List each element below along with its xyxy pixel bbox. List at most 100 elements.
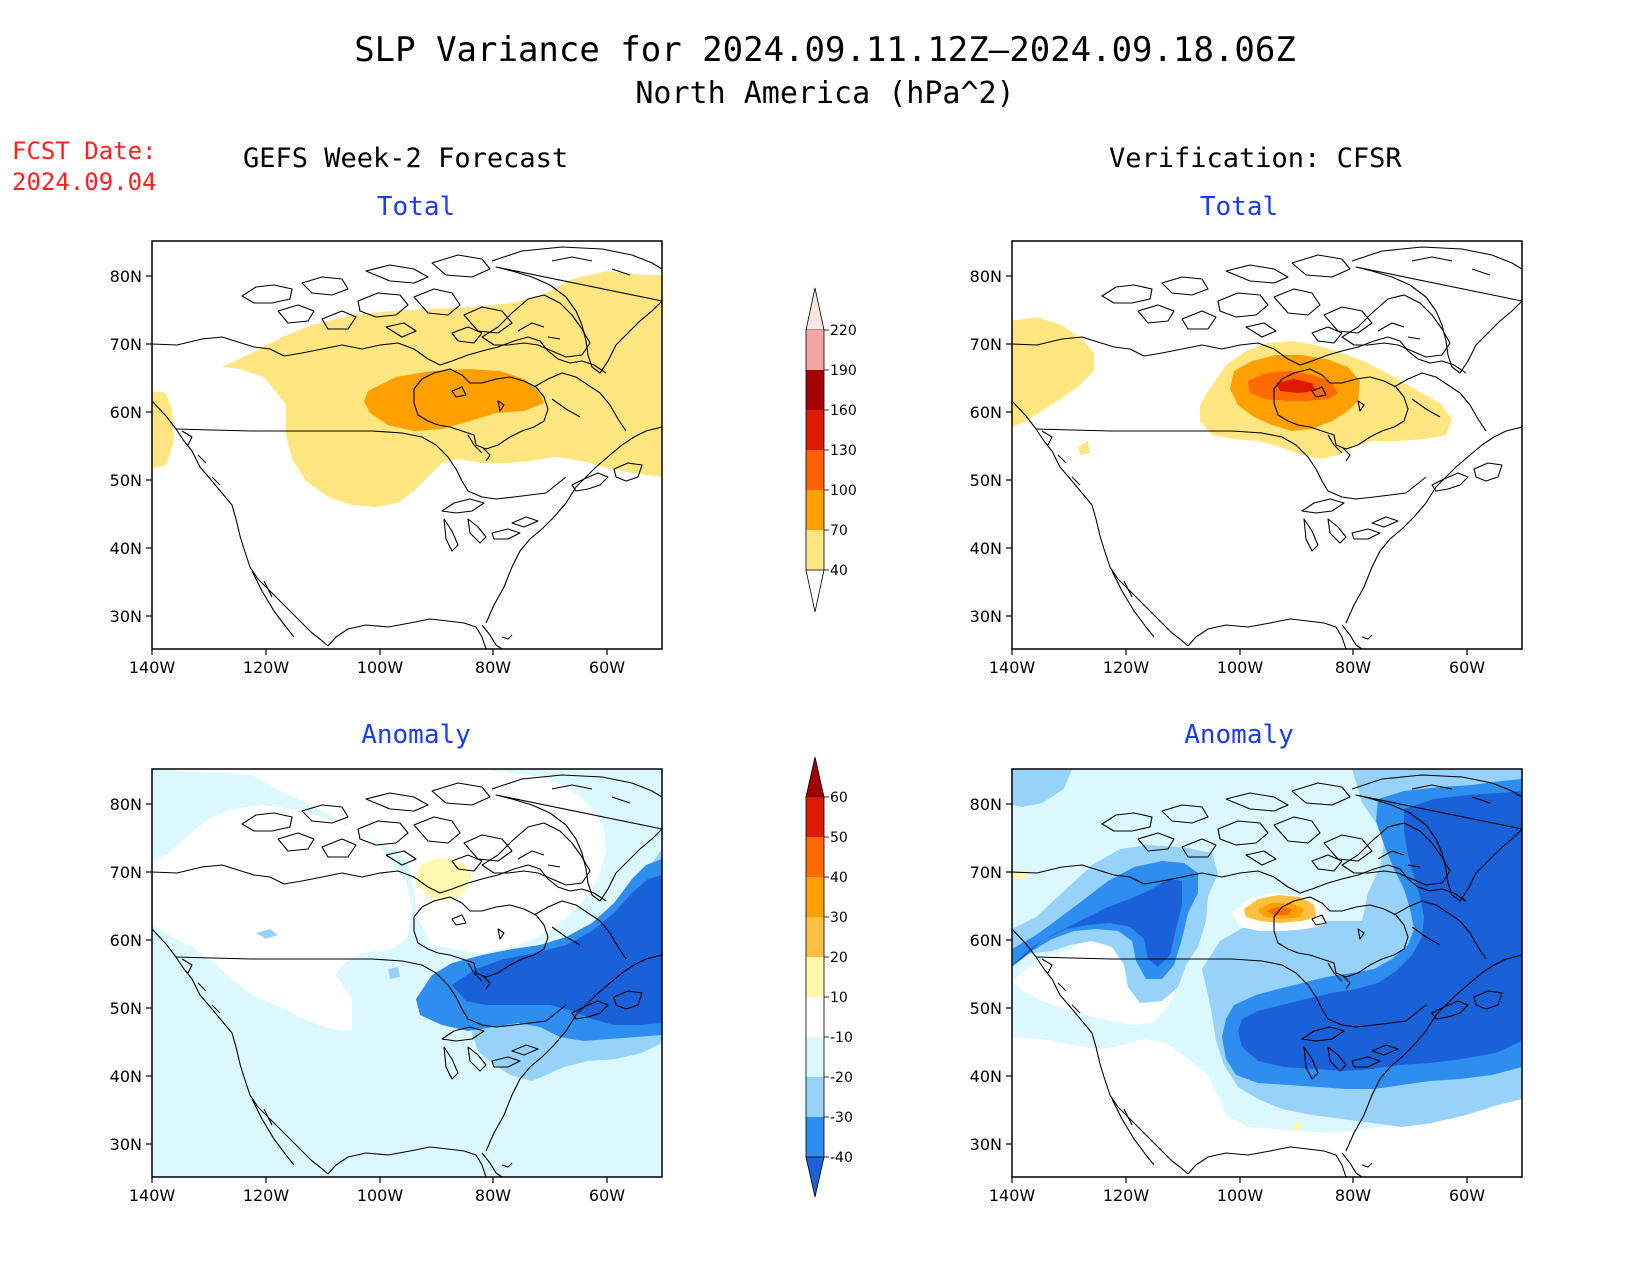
lon-tick-label: 60W	[589, 658, 625, 677]
lat-tick-label: 80N	[970, 795, 1002, 814]
lon-tick-label: 140W	[129, 658, 176, 677]
colorbar-level-label: -20	[830, 1070, 853, 1086]
colorbar-top-triangle	[805, 287, 825, 331]
lon-tick-label: 80W	[1335, 1186, 1371, 1205]
lon-tick-label: 80W	[1335, 658, 1371, 677]
lat-tick-label: 50N	[970, 999, 1002, 1018]
lat-tick-label: 70N	[110, 863, 142, 882]
colorbar-level-label: 10	[830, 990, 848, 1006]
colorbar-box	[806, 330, 824, 370]
fcst-date-label: FCST Date:	[12, 137, 157, 165]
lat-tick-label: 50N	[110, 999, 142, 1018]
left-column-title: GEFS Week-2 Forecast	[243, 143, 569, 174]
lat-tick-label: 40N	[970, 1067, 1002, 1086]
lat-labels: 80N 70N 60N 50N 40N 30N	[110, 267, 142, 626]
lat-tick-label: 60N	[110, 931, 142, 950]
lon-labels: 140W 120W 100W 80W 60W	[989, 658, 1485, 677]
panel-forecast-anomaly: 80N 70N 60N 50N 40N 30N 140W 120W 100W 80W 60W	[110, 768, 663, 1205]
lat-labels: 80N 70N 60N 50N 40N 30N	[970, 795, 1002, 1154]
main-title: SLP Variance for 2024.09.11.12Z–2024.09.…	[354, 30, 1296, 70]
lon-tick-label: 100W	[357, 658, 404, 677]
colorbar-anomaly: -40 -30 -20 -10 10 20 30 40 50 60	[805, 756, 853, 1198]
colorbar-box	[806, 370, 824, 410]
lat-tick-label: 30N	[110, 1135, 142, 1154]
colorbar-level-label: 50	[830, 830, 848, 846]
verification-total-label: Total	[1199, 192, 1279, 222]
verification-anomaly-label: Anomaly	[1184, 720, 1294, 750]
colorbar-level-label: 60	[830, 790, 848, 806]
lat-tick-label: 70N	[970, 863, 1002, 882]
colorbar-box	[806, 917, 824, 957]
colorbar-box	[806, 797, 824, 837]
colorbar-box	[806, 877, 824, 917]
lon-tick-label: 140W	[989, 1186, 1036, 1205]
lon-labels: 140W 120W 100W 80W 60W	[989, 1186, 1485, 1205]
colorbar-bottom-triangle	[805, 1156, 825, 1198]
lat-labels: 80N 70N 60N 50N 40N 30N	[970, 267, 1002, 626]
colorbar-level-label: 190	[830, 363, 857, 379]
lon-labels: 140W 120W 100W 80W 60W	[129, 1186, 625, 1205]
lon-labels: 140W 120W 100W 80W 60W	[129, 658, 625, 677]
colorbar-level-label: 30	[830, 910, 848, 926]
colorbar-level-label: 40	[830, 870, 848, 886]
colorbar-level-label: -30	[830, 1110, 853, 1126]
colorbar-level-label: 20	[830, 950, 848, 966]
colorbar-level-label: 100	[830, 483, 857, 499]
colorbar-bottom-triangle	[805, 569, 825, 613]
colorbar-box	[806, 837, 824, 877]
lon-tick-label: 140W	[129, 1186, 176, 1205]
lon-tick-label: 120W	[243, 658, 290, 677]
colorbar-box	[806, 410, 824, 450]
lon-tick-label: 80W	[475, 658, 511, 677]
colorbar-box	[806, 997, 824, 1037]
colorbar-box	[806, 530, 824, 570]
lon-tick-label: 100W	[357, 1186, 404, 1205]
subtitle: North America (hPa^2)	[635, 76, 1015, 111]
colorbar-level-label: 40	[830, 563, 848, 579]
lon-tick-label: 120W	[1103, 658, 1150, 677]
lat-tick-label: 30N	[110, 607, 142, 626]
lat-tick-label: 30N	[970, 1135, 1002, 1154]
lat-tick-label: 80N	[970, 267, 1002, 286]
colorbar-box	[806, 490, 824, 530]
lat-labels: 80N 70N 60N 50N 40N 30N	[110, 795, 142, 1154]
lon-tick-label: 120W	[1103, 1186, 1150, 1205]
lon-tick-label: 60W	[589, 1186, 625, 1205]
fcst-date-value: 2024.09.04	[12, 168, 157, 196]
panel-verification-anomaly: 80N 70N 60N 50N 40N 30N 140W 120W 100W 80W 60W	[970, 768, 1523, 1205]
lat-tick-label: 50N	[970, 471, 1002, 490]
lon-tick-label: 140W	[989, 658, 1036, 677]
forecast-anomaly-label: Anomaly	[361, 720, 471, 750]
lon-tick-label: 80W	[475, 1186, 511, 1205]
lat-tick-label: 80N	[110, 795, 142, 814]
colorbar-level-label: -40	[830, 1150, 853, 1166]
panel-forecast-total: 80N 70N 60N 50N 40N 30N 140W 120W 100W 80W 60W	[110, 240, 663, 677]
lat-tick-label: 40N	[110, 539, 142, 558]
forecast-total-label: Total	[376, 192, 456, 222]
colorbar-box	[806, 1117, 824, 1157]
lon-tick-label: 120W	[243, 1186, 290, 1205]
colorbar-top-triangle	[805, 756, 825, 798]
panel-verification-total: 80N 70N 60N 50N 40N 30N 140W 120W 100W 80W 60W	[970, 240, 1523, 677]
lon-tick-label: 60W	[1449, 1186, 1485, 1205]
lat-tick-label: 80N	[110, 267, 142, 286]
lat-tick-label: 40N	[970, 539, 1002, 558]
lon-tick-label: 100W	[1217, 1186, 1264, 1205]
colorbar-total: 40 70 100 130 160 190 220	[805, 287, 857, 613]
lat-tick-label: 50N	[110, 471, 142, 490]
lon-tick-label: 100W	[1217, 658, 1264, 677]
lon-tick-label: 60W	[1449, 658, 1485, 677]
colorbar-box	[806, 1037, 824, 1077]
lat-tick-label: 60N	[970, 403, 1002, 422]
lat-tick-label: 70N	[110, 335, 142, 354]
colorbar-box	[806, 450, 824, 490]
lat-tick-label: 60N	[110, 403, 142, 422]
lat-tick-label: 40N	[110, 1067, 142, 1086]
colorbar-box	[806, 1077, 824, 1117]
lat-tick-label: 30N	[970, 607, 1002, 626]
colorbar-level-label: -10	[830, 1030, 853, 1046]
colorbar-box	[806, 957, 824, 997]
colorbar-level-label: 160	[830, 403, 857, 419]
right-column-title: Verification: CFSR	[1109, 143, 1402, 174]
